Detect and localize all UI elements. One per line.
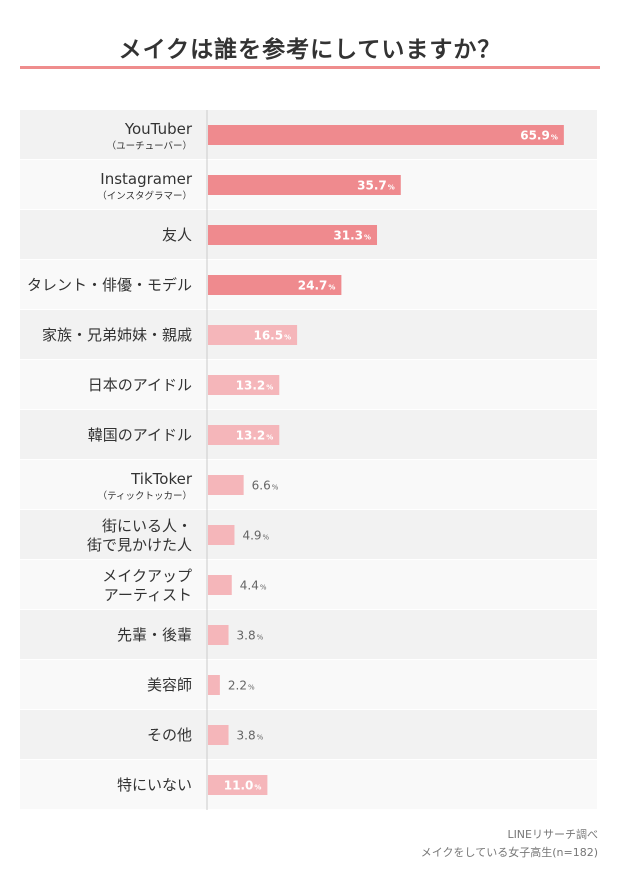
category-label: 街にいる人・ bbox=[102, 517, 192, 535]
category-label: YouTuber bbox=[124, 120, 193, 138]
row-background bbox=[20, 460, 597, 509]
value-label: 11.0% bbox=[224, 779, 262, 793]
percent-unit: % bbox=[388, 184, 395, 192]
category-label: 友人 bbox=[162, 226, 192, 244]
category-label: その他 bbox=[147, 726, 192, 744]
percent-unit: % bbox=[254, 784, 261, 792]
percent-unit: % bbox=[260, 584, 267, 592]
row-background bbox=[20, 310, 597, 359]
category-label: 先輩・後輩 bbox=[117, 626, 192, 644]
row-background bbox=[20, 560, 597, 609]
value-label: 24.7% bbox=[298, 279, 336, 293]
percent-unit: % bbox=[266, 434, 273, 442]
category-label: アーティスト bbox=[104, 586, 192, 604]
bar bbox=[208, 575, 232, 595]
percent-unit: % bbox=[551, 134, 558, 142]
bar bbox=[208, 625, 229, 645]
category-sublabel: （ティックトッカー） bbox=[98, 490, 192, 502]
row-background bbox=[20, 610, 597, 659]
source-line-2: メイクをしている女子高生(n=182) bbox=[420, 846, 598, 859]
bar bbox=[208, 675, 220, 695]
bar-chart: YouTuber （ユーチューバー） 65.9% Instagramer （インスタグラ… bbox=[20, 110, 597, 810]
category-label: メイクアップ bbox=[102, 567, 192, 585]
source-line-1: LINEリサーチ調べ bbox=[507, 828, 598, 841]
bar bbox=[208, 375, 280, 395]
bar bbox=[208, 125, 564, 145]
category-label: TikToker bbox=[130, 470, 193, 488]
value-label: 31.3% bbox=[333, 229, 371, 243]
percent-unit: % bbox=[272, 484, 279, 492]
bar bbox=[208, 175, 401, 195]
row-background bbox=[20, 710, 597, 759]
category-label: 美容師 bbox=[147, 676, 192, 694]
value-label: 65.9% bbox=[520, 129, 558, 143]
value-label: 13.2% bbox=[236, 379, 274, 393]
category-sublabel: （インスタグラマー） bbox=[97, 190, 192, 202]
source-note: LINEリサーチ調べ メイクをしている女子高生(n=182) bbox=[421, 826, 598, 862]
bar bbox=[208, 275, 342, 295]
category-label: 街で見かけた人 bbox=[87, 536, 192, 554]
bar bbox=[208, 425, 280, 445]
percent-unit: % bbox=[364, 234, 371, 242]
category-label: 日本のアイドル bbox=[88, 376, 192, 394]
percent-unit: % bbox=[248, 684, 255, 692]
value-label: 13.2% bbox=[236, 429, 274, 443]
bar bbox=[208, 325, 298, 345]
bar bbox=[208, 775, 268, 795]
category-label: タレント・俳優・モデル bbox=[27, 276, 192, 294]
row-background bbox=[20, 660, 597, 709]
percent-unit: % bbox=[257, 634, 264, 642]
category-label: 家族・兄弟姉妹・親戚 bbox=[42, 326, 192, 344]
percent-unit: % bbox=[257, 734, 264, 742]
row-background bbox=[20, 410, 597, 459]
title-underline bbox=[20, 66, 600, 69]
row-background bbox=[20, 360, 597, 409]
percent-unit: % bbox=[284, 334, 291, 342]
bar bbox=[208, 525, 235, 545]
category-label: 韓国のアイドル bbox=[88, 426, 192, 444]
percent-unit: % bbox=[328, 284, 335, 292]
value-label: 16.5% bbox=[253, 329, 291, 343]
category-label: 特にいない bbox=[117, 776, 192, 794]
bar bbox=[208, 725, 229, 745]
percent-unit: % bbox=[263, 534, 270, 542]
value-label: 35.7% bbox=[357, 179, 395, 193]
bar bbox=[208, 225, 378, 245]
category-sublabel: （ユーチューバー） bbox=[107, 140, 192, 152]
percent-unit: % bbox=[266, 384, 273, 392]
bar-chart-svg: YouTuber （ユーチューバー） 65.9% Instagramer （インスタグラ… bbox=[20, 110, 597, 810]
bar bbox=[208, 475, 244, 495]
category-label: Instagramer bbox=[100, 170, 193, 188]
chart-title: メイクは誰を参考にしていますか？ bbox=[118, 37, 502, 63]
row-background bbox=[20, 760, 597, 809]
row-background bbox=[20, 510, 597, 559]
